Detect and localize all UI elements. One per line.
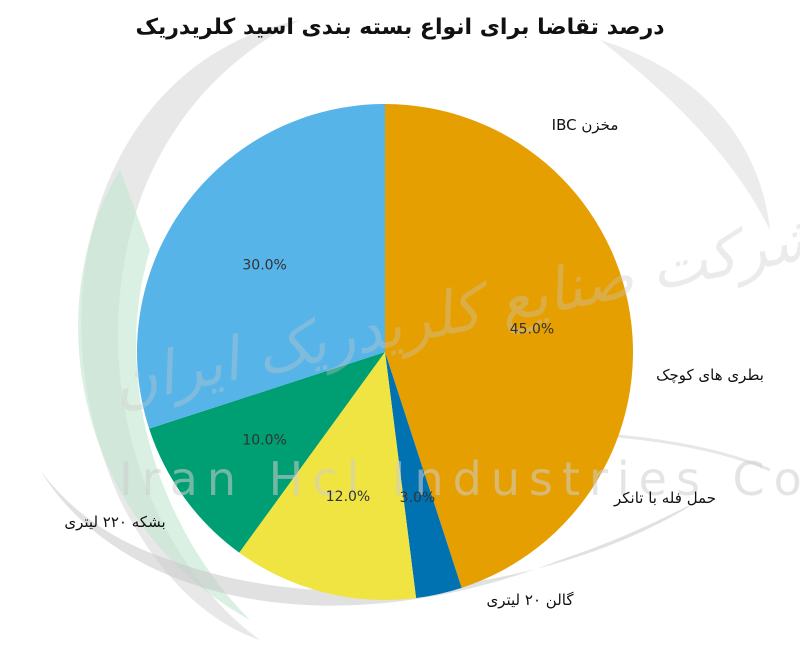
slice-category-label: حمل فله با تانکر bbox=[613, 489, 716, 507]
slice-category-label: بشکه ۲۲۰ لیتری bbox=[64, 513, 165, 531]
slice-percent-label: 10.0% bbox=[242, 432, 286, 448]
slice-category-label: مخزن IBC bbox=[552, 116, 619, 134]
slice-small-bottles bbox=[385, 352, 462, 599]
slice-20l-gallon bbox=[149, 352, 385, 553]
slice-percent-label: 30.0% bbox=[242, 258, 286, 274]
pie-slices bbox=[136, 104, 633, 600]
slice-category-label: بطری های کوچک bbox=[656, 366, 764, 384]
slice-category-label: گالن ۲۰ لیتری bbox=[486, 591, 574, 609]
slice-percent-label: 45.0% bbox=[510, 322, 554, 338]
slice-percent-label: 3.0% bbox=[400, 490, 436, 506]
slice-labels: 45.0% مخزن IBC 3.0% بطری های کوچک 12.0% حمل ف… bbox=[64, 116, 764, 609]
slice-ibc-tank bbox=[385, 104, 633, 588]
slice-bulk-tanker bbox=[239, 352, 417, 600]
chart-title: درصد تقاضا برای انواع بسته بندی اسید کلر… bbox=[135, 15, 664, 40]
slice-220l-barrel bbox=[136, 104, 385, 429]
watermark-text-en: Iran Hcl Industries Co bbox=[119, 452, 800, 506]
slice-percent-label: 12.0% bbox=[326, 489, 370, 505]
